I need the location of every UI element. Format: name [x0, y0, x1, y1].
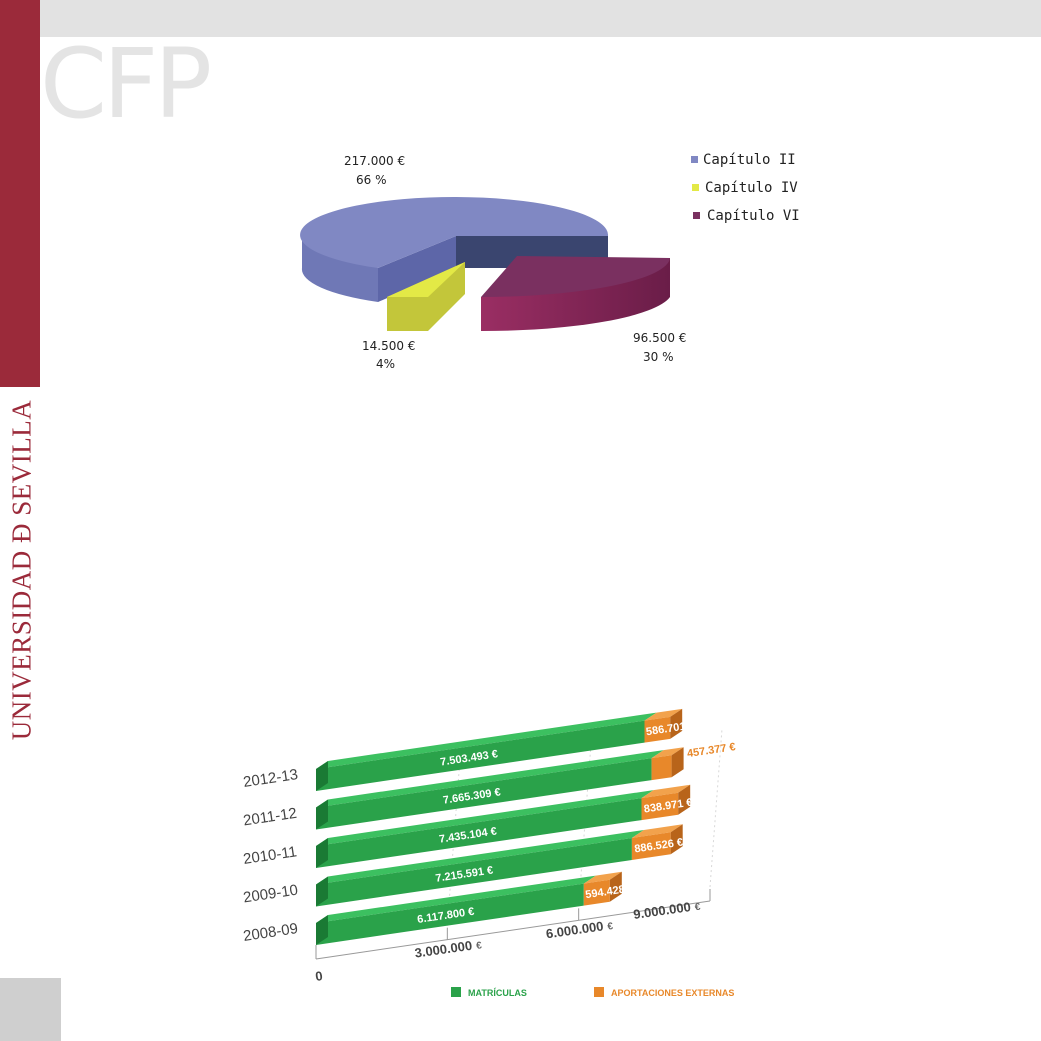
- x-tick-label: 3.000.000 €: [414, 936, 483, 960]
- bar-matriculas-top: [316, 875, 596, 923]
- brand-sidebar: [0, 0, 40, 387]
- bar-matriculas: [316, 883, 584, 945]
- bar-aportaciones: [651, 755, 672, 781]
- cfp-logo: CFP: [40, 28, 212, 140]
- bar-aportaciones-top: [641, 784, 691, 799]
- bar-matriculas: [316, 838, 632, 907]
- category-label: 2009-10: [242, 882, 299, 907]
- bar-aportaciones-end: [670, 708, 683, 739]
- legend-swatch-cap2: [691, 156, 698, 163]
- pie-slice-cap2: [300, 196, 609, 302]
- bar-aportaciones-top: [644, 708, 683, 721]
- bar-matriculas: [316, 798, 642, 868]
- legend-label-aportaciones: APORTACIONES EXTERNAS: [611, 988, 734, 998]
- pie-label-cap2-percent: 66 %: [356, 173, 387, 187]
- bar-matriculas-top: [316, 712, 657, 769]
- bar-aportaciones-end: [671, 747, 684, 778]
- x-tick-label: 0: [314, 968, 323, 984]
- bar-matriculas-end: [316, 761, 328, 791]
- bar-matriculas-end: [316, 915, 328, 945]
- pie-label-cap6-value: 96.500 €: [633, 331, 686, 345]
- legend-swatch-aportaciones: [594, 987, 604, 997]
- bar-aportaciones: [641, 792, 679, 821]
- category-label: 2008-09: [242, 920, 299, 945]
- bar-matriculas-top: [316, 750, 664, 808]
- category-label: 2010-11: [242, 843, 298, 868]
- category-label: 2011-12: [242, 805, 298, 830]
- legend-label-cap6: Capítulo VI: [707, 208, 800, 224]
- bar-aportaciones: [583, 879, 610, 906]
- bar-aportaciones-top: [583, 871, 622, 884]
- corner-block: [0, 978, 61, 1041]
- bar-aportaciones-end: [678, 784, 691, 815]
- bar-matriculas: [316, 720, 645, 791]
- x-tick-label: 6.000.000 €: [545, 917, 614, 941]
- bar-aportaciones: [644, 716, 671, 743]
- bar-matriculas-end: [316, 838, 328, 868]
- bar-matriculas-top: [316, 790, 654, 846]
- bar-aportaciones-top: [631, 824, 683, 838]
- pie-label-cap2-value: 217.000 €: [344, 154, 405, 168]
- legend-label-cap2: Capítulo II: [703, 152, 796, 168]
- top-bar: [40, 0, 1041, 37]
- pie-label-cap6-percent: 30 %: [643, 350, 674, 364]
- bar-aportaciones-end: [609, 871, 622, 902]
- bar-matriculas: [316, 758, 652, 830]
- bar-aportaciones-top: [651, 747, 684, 759]
- pie-slice-cap6: [481, 256, 670, 332]
- pie-label-cap4-value: 14.500 €: [362, 339, 415, 353]
- bar-matriculas-end: [316, 876, 328, 907]
- bar-aportaciones: [631, 832, 671, 860]
- legend-label-matriculas: MATRÍCULAS: [468, 988, 527, 998]
- legend-swatch-cap4: [692, 184, 699, 191]
- bar-label-aportaciones: 457.377 €: [686, 741, 736, 760]
- bar-matriculas-end: [316, 799, 328, 830]
- x-axis-line: [315, 900, 711, 960]
- legend-swatch-matriculas: [451, 987, 461, 997]
- x-tick-label: 9.000.000 €: [632, 898, 701, 922]
- pie-label-cap4-percent: 4%: [376, 357, 395, 371]
- bar-aportaciones-end: [670, 824, 683, 855]
- category-label: 2012-13: [242, 766, 299, 791]
- grid-line: [709, 728, 723, 888]
- legend-label-cap4: Capítulo IV: [705, 180, 798, 196]
- legend-swatch-cap6: [693, 212, 700, 219]
- pie-slice-cap4: [387, 262, 465, 331]
- bar-matriculas-top: [316, 830, 644, 885]
